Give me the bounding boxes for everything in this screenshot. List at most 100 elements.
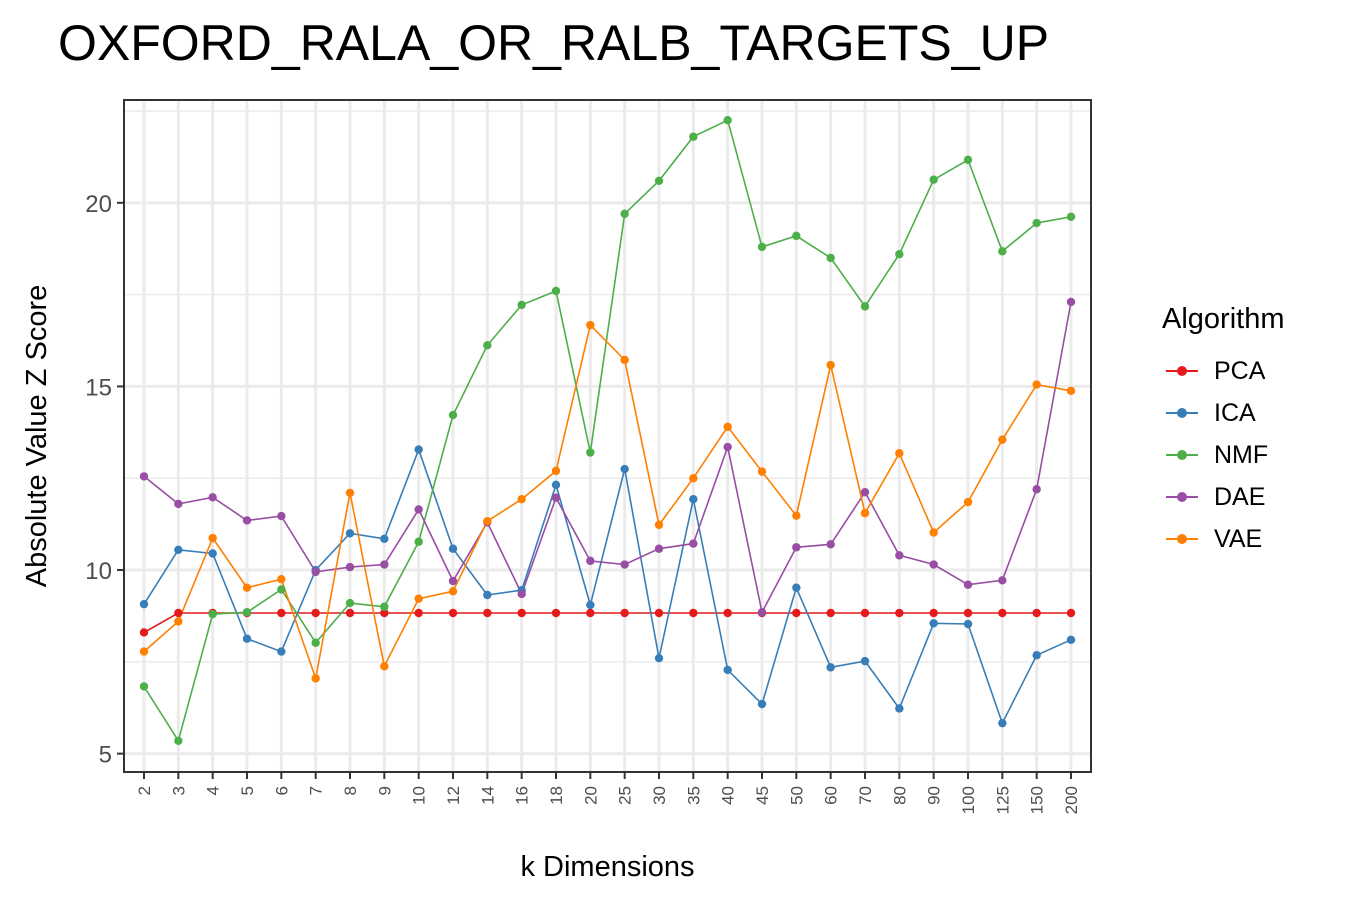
legend-key-vae bbox=[1162, 529, 1202, 549]
data-point-nmf bbox=[139, 682, 149, 691]
x-tick-label: 8 bbox=[341, 786, 360, 795]
data-point-dae bbox=[242, 516, 252, 525]
legend-items: PCA ICA NMF DAE VAE bbox=[1162, 350, 1285, 560]
legend-key-pca bbox=[1162, 361, 1202, 381]
data-point-vae bbox=[1032, 380, 1041, 389]
data-point-pca bbox=[414, 608, 423, 618]
data-point-dae bbox=[345, 562, 355, 572]
series-layer bbox=[139, 115, 1076, 745]
data-point-nmf bbox=[998, 247, 1007, 256]
y-tick-label: 15 bbox=[85, 374, 112, 401]
data-point-pca bbox=[998, 608, 1007, 618]
data-point-pca bbox=[345, 608, 355, 618]
data-point-vae bbox=[654, 520, 664, 530]
data-point-ica bbox=[1066, 635, 1076, 645]
legend-key-point bbox=[1177, 492, 1187, 502]
data-point-pca bbox=[311, 608, 320, 618]
y-tick-label: 20 bbox=[85, 191, 112, 218]
data-point-dae bbox=[139, 472, 149, 481]
data-point-nmf bbox=[689, 132, 698, 141]
data-point-ica bbox=[689, 494, 698, 504]
data-point-pca bbox=[174, 608, 183, 618]
legend-title: Algorithm bbox=[1162, 303, 1285, 335]
x-tick-label: 5 bbox=[238, 786, 257, 795]
data-point-nmf bbox=[380, 602, 389, 611]
data-point-pca bbox=[826, 608, 835, 618]
data-point-vae bbox=[929, 528, 938, 537]
data-point-vae bbox=[242, 583, 252, 592]
x-tick-label: 80 bbox=[890, 786, 909, 805]
data-point-pca bbox=[483, 608, 492, 618]
x-tick-label: 7 bbox=[307, 786, 326, 795]
series-line-pca bbox=[143, 612, 1071, 634]
data-point-ica bbox=[826, 663, 835, 672]
data-point-ica bbox=[895, 704, 904, 713]
data-point-ica bbox=[242, 634, 252, 643]
data-point-pca bbox=[380, 608, 389, 618]
data-point-dae bbox=[929, 560, 938, 569]
data-point-dae bbox=[723, 442, 732, 452]
data-point-nmf bbox=[174, 736, 183, 745]
x-tick-label: 125 bbox=[993, 786, 1012, 814]
legend-key-dae bbox=[1162, 487, 1202, 507]
data-point-vae bbox=[723, 422, 732, 432]
gridlines bbox=[124, 100, 1091, 772]
data-point-pca bbox=[277, 608, 286, 618]
data-point-vae bbox=[448, 587, 458, 596]
x-tick-label: 30 bbox=[650, 786, 669, 805]
legend: Algorithm PCA ICA NMF DAE VAE bbox=[1162, 303, 1285, 560]
x-tick-label: 16 bbox=[513, 786, 532, 805]
data-point-ica bbox=[586, 600, 595, 610]
data-point-ica bbox=[139, 599, 149, 609]
data-point-nmf bbox=[757, 242, 767, 252]
data-point-nmf bbox=[792, 231, 801, 241]
data-point-pca bbox=[586, 608, 595, 618]
data-point-pca bbox=[929, 608, 938, 618]
x-tick-label: 4 bbox=[204, 786, 223, 795]
data-point-dae bbox=[689, 539, 698, 548]
legend-key-point bbox=[1177, 366, 1187, 376]
x-tick-label: 40 bbox=[719, 786, 738, 805]
data-point-ica bbox=[620, 464, 629, 474]
plot-panel-border bbox=[123, 99, 1092, 773]
legend-item-ica: ICA bbox=[1162, 392, 1285, 434]
x-tick-label: 25 bbox=[616, 786, 635, 805]
data-point-nmf bbox=[860, 302, 870, 311]
legend-key-point bbox=[1177, 408, 1187, 418]
x-tick-label: 14 bbox=[478, 786, 497, 805]
data-point-vae bbox=[311, 674, 320, 683]
data-point-vae bbox=[517, 494, 526, 504]
legend-item-vae: VAE bbox=[1162, 518, 1285, 560]
data-point-ica bbox=[380, 534, 389, 544]
data-point-vae bbox=[277, 575, 286, 584]
data-point-ica bbox=[414, 445, 423, 454]
x-tick-label: 3 bbox=[169, 786, 188, 795]
data-point-dae bbox=[414, 505, 423, 514]
data-point-ica bbox=[174, 545, 183, 555]
x-tick-label: 2 bbox=[135, 786, 154, 795]
x-tick-label: 20 bbox=[581, 786, 600, 805]
data-point-vae bbox=[620, 355, 629, 365]
series-line-nmf bbox=[143, 119, 1072, 743]
data-point-vae bbox=[998, 435, 1007, 444]
legend-key-point bbox=[1177, 534, 1187, 544]
series-line-dae bbox=[143, 301, 1072, 615]
legend-key-point bbox=[1177, 450, 1187, 460]
x-tick-label: 50 bbox=[787, 786, 806, 805]
data-point-nmf bbox=[1032, 218, 1041, 228]
x-axis-label: k Dimensions bbox=[520, 851, 694, 883]
data-point-nmf bbox=[826, 253, 835, 263]
legend-label: ICA bbox=[1214, 398, 1256, 427]
data-point-pca bbox=[551, 608, 561, 618]
data-point-ica bbox=[208, 549, 217, 558]
data-point-pca bbox=[792, 608, 801, 618]
legend-key-ica bbox=[1162, 403, 1202, 423]
data-point-dae bbox=[1066, 297, 1076, 307]
data-point-ica bbox=[792, 583, 801, 592]
data-point-nmf bbox=[277, 585, 286, 594]
x-tick-label: 90 bbox=[925, 786, 944, 805]
x-tick-label: 70 bbox=[856, 786, 875, 805]
data-point-pca bbox=[1066, 608, 1076, 618]
data-point-vae bbox=[414, 594, 423, 603]
data-point-dae bbox=[620, 560, 629, 569]
